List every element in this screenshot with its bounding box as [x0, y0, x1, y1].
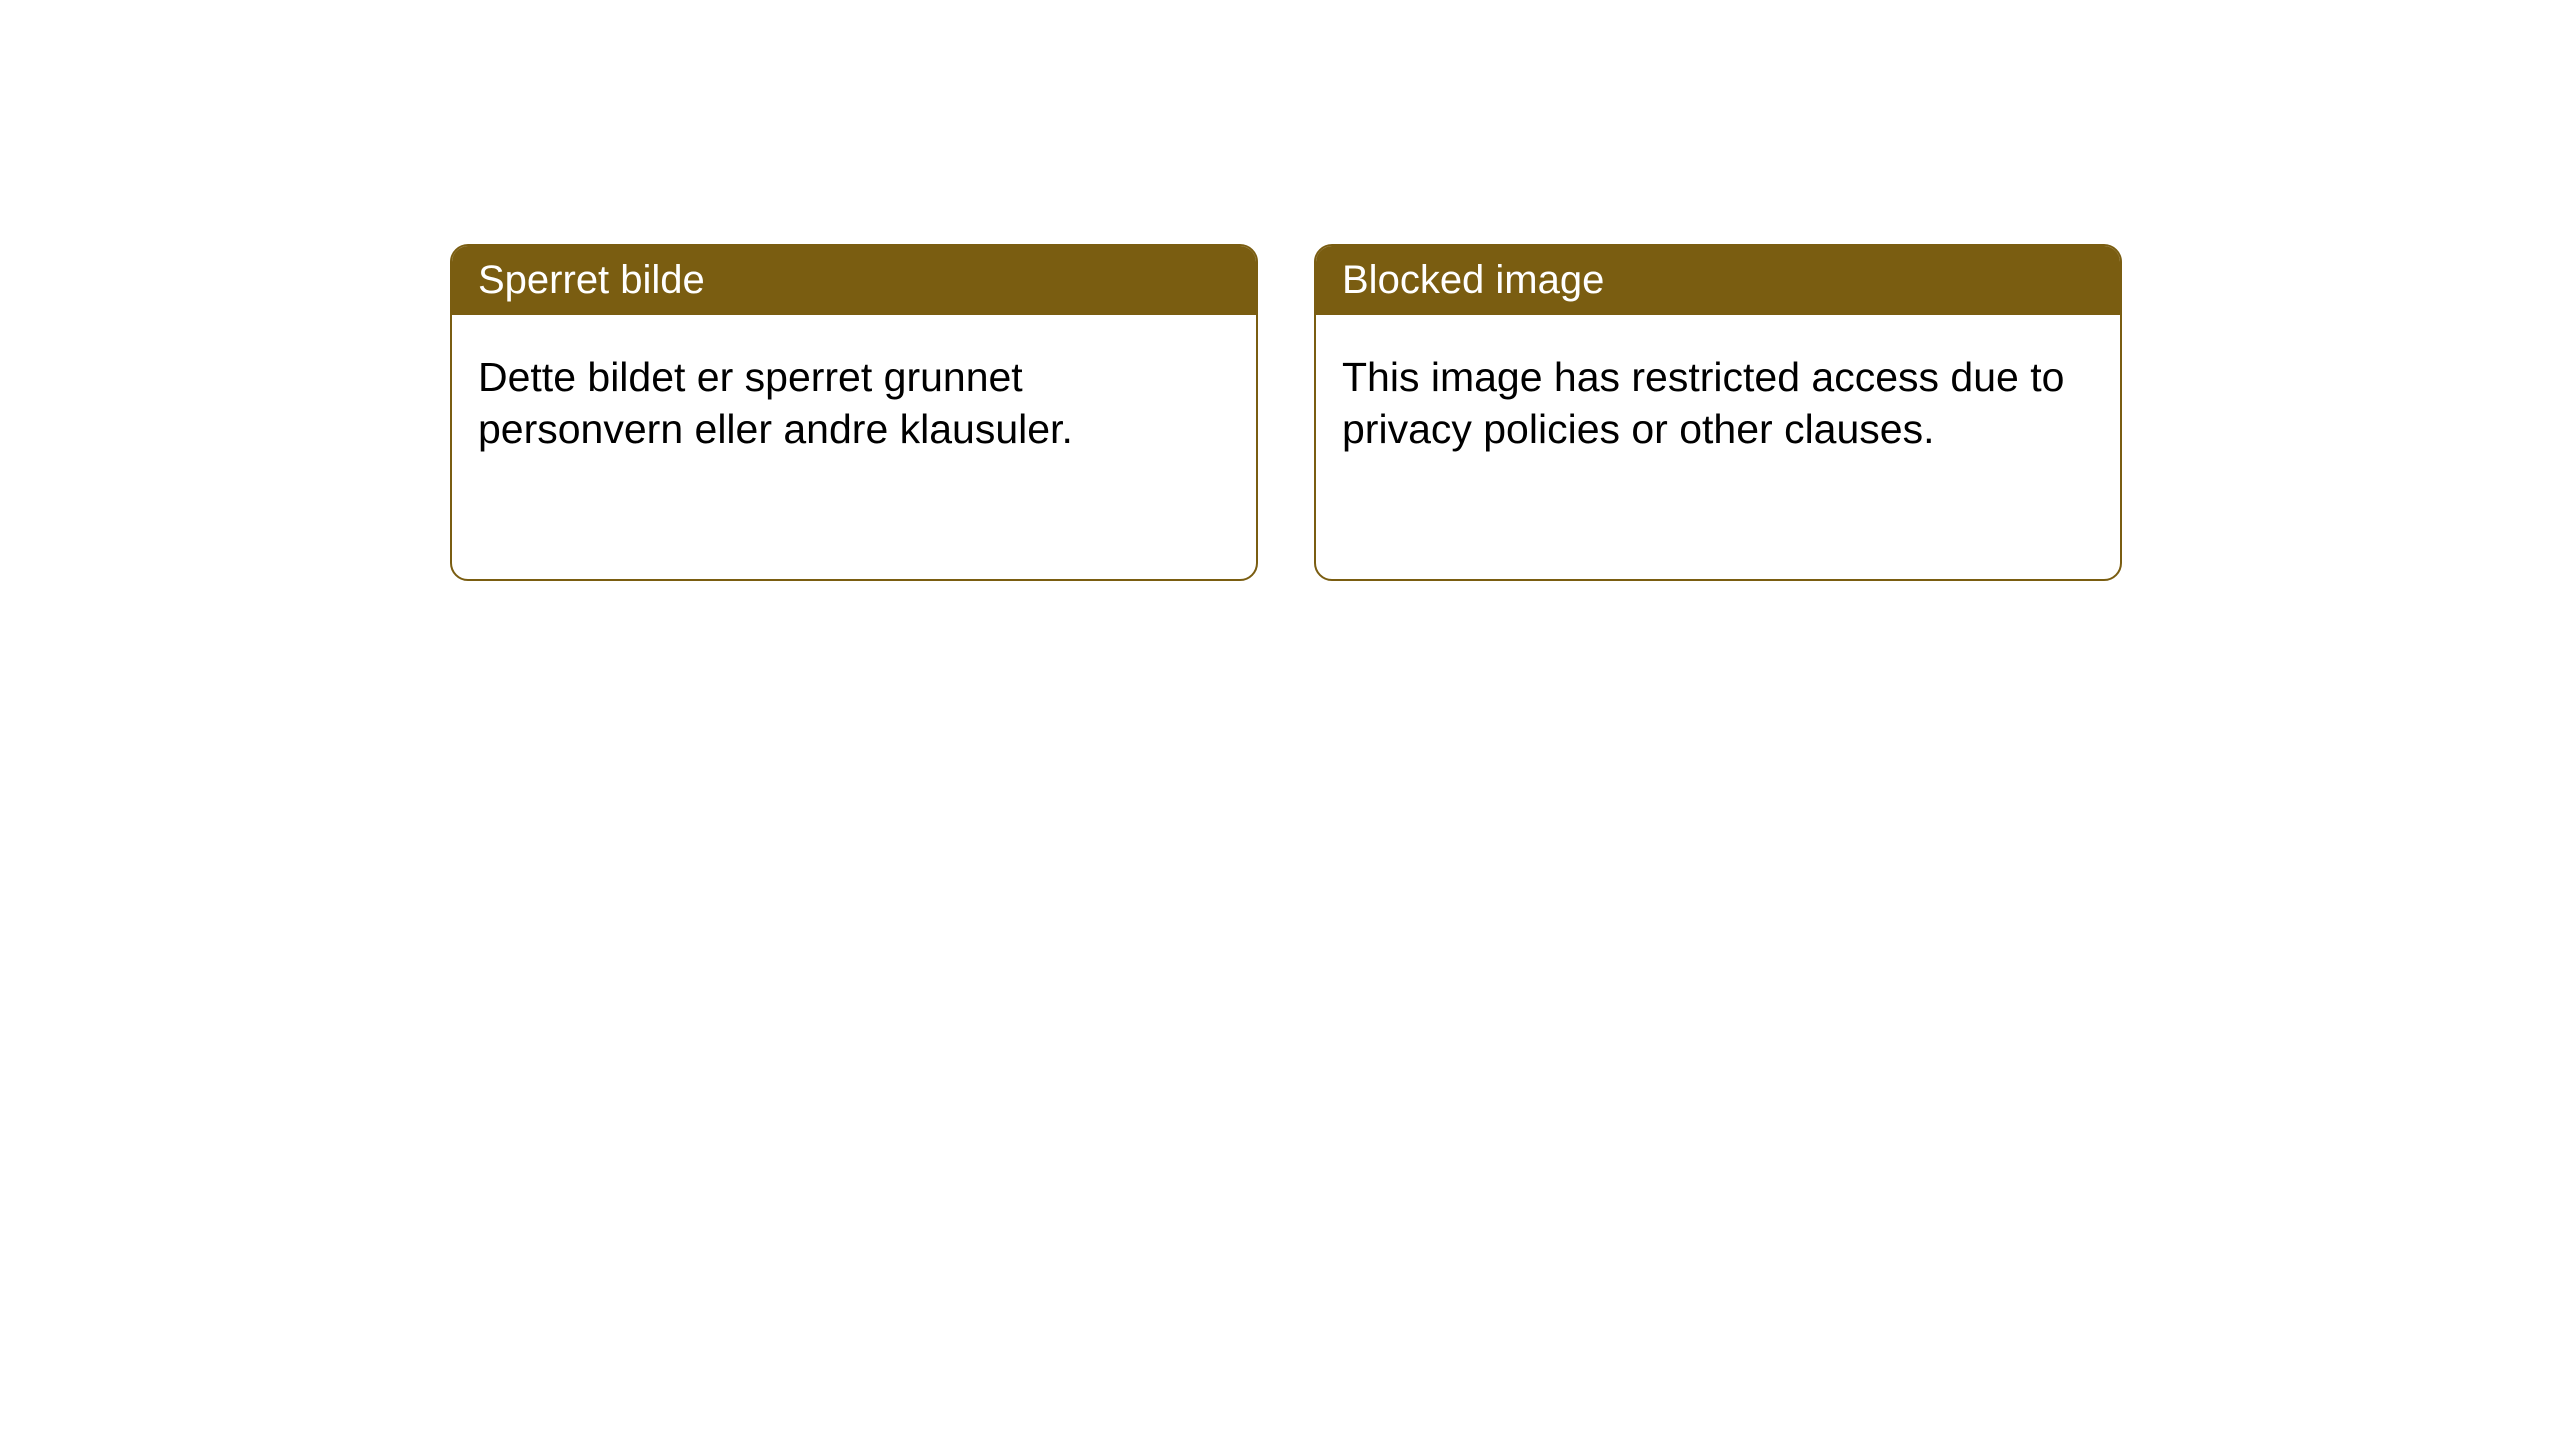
notice-header: Sperret bilde [452, 246, 1256, 315]
notice-body: Dette bildet er sperret grunnet personve… [452, 315, 1256, 492]
notice-card-norwegian: Sperret bilde Dette bildet er sperret gr… [450, 244, 1258, 581]
notice-card-english: Blocked image This image has restricted … [1314, 244, 2122, 581]
notice-header: Blocked image [1316, 246, 2120, 315]
notice-container: Sperret bilde Dette bildet er sperret gr… [450, 244, 2122, 581]
notice-body: This image has restricted access due to … [1316, 315, 2120, 492]
